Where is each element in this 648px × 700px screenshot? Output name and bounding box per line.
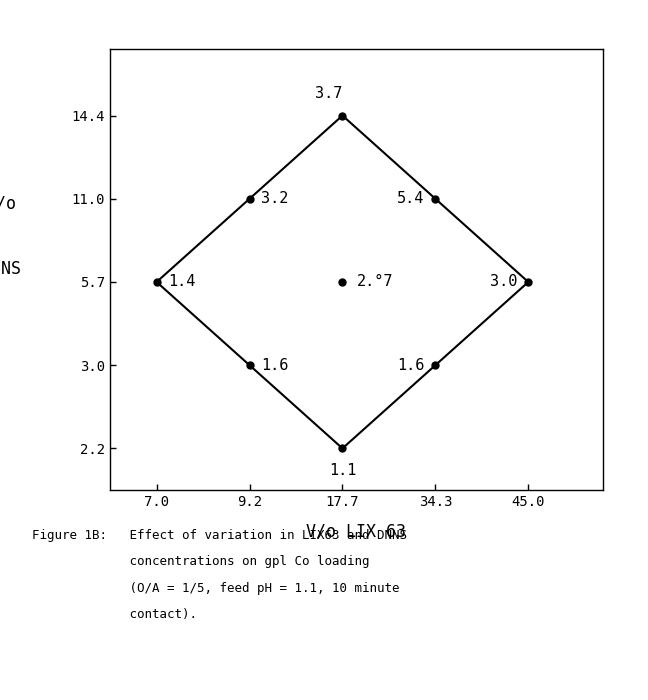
Text: 1.6: 1.6 [260, 358, 288, 372]
Point [523, 276, 533, 288]
Text: 1.4: 1.4 [168, 274, 195, 290]
Point [430, 360, 441, 371]
Text: concentrations on gpl Co loading: concentrations on gpl Co loading [32, 555, 370, 568]
Text: 2.°7: 2.°7 [356, 274, 393, 290]
Point [430, 193, 441, 204]
Text: 5.4: 5.4 [397, 191, 424, 206]
Point [337, 443, 347, 454]
Point [337, 110, 347, 121]
Point [337, 276, 347, 288]
Point [244, 193, 255, 204]
Text: 1.6: 1.6 [397, 358, 424, 372]
Point [244, 360, 255, 371]
Text: contact).: contact). [32, 608, 198, 622]
Point [152, 276, 162, 288]
X-axis label: V/o LIX 63: V/o LIX 63 [307, 523, 406, 540]
Text: DNNS: DNNS [0, 260, 22, 279]
Text: 1.1: 1.1 [329, 463, 356, 478]
Text: 3.2: 3.2 [260, 191, 288, 206]
Text: 3.0: 3.0 [490, 274, 517, 290]
Text: Figure 1B:   Effect of variation in LIX63 and DNNS: Figure 1B: Effect of variation in LIX63 … [32, 528, 408, 542]
Text: (O/A = 1/5, feed pH = 1.1, 10 minute: (O/A = 1/5, feed pH = 1.1, 10 minute [32, 582, 400, 595]
Text: 3.7: 3.7 [315, 85, 342, 101]
Text: V/o: V/o [0, 195, 17, 212]
